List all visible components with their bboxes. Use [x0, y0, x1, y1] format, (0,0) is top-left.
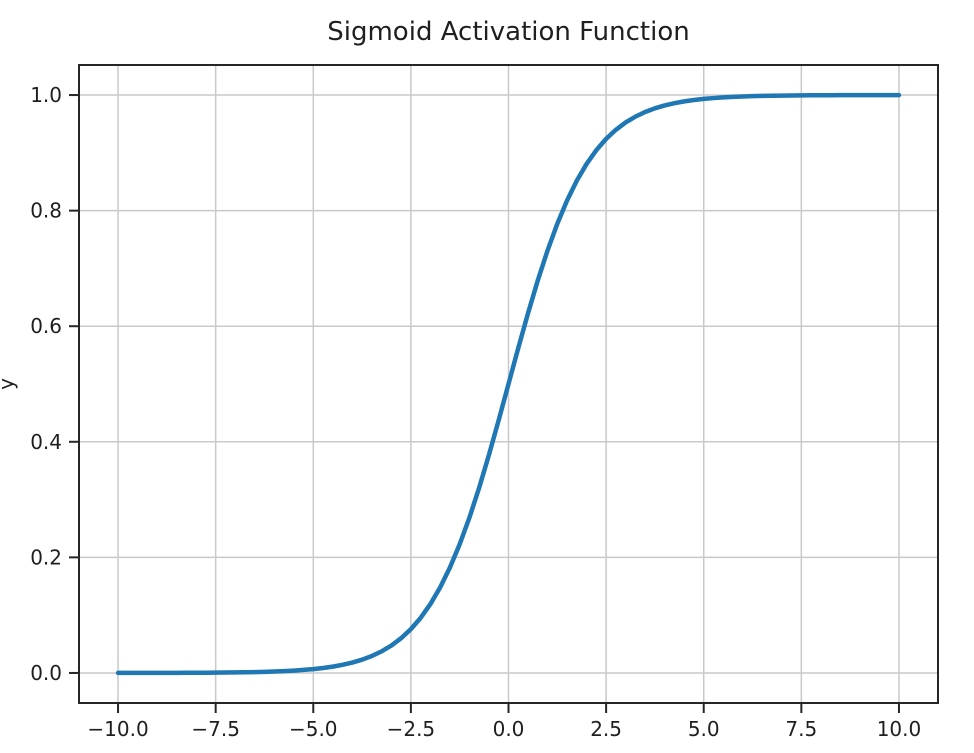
y-tick-label: 0.8 [30, 199, 62, 223]
x-tick-label: 5.0 [688, 717, 720, 741]
x-tick-label: −5.0 [289, 717, 338, 741]
x-tick-label: −7.5 [191, 717, 240, 741]
x-tick-label: 10.0 [877, 717, 922, 741]
chart-title: Sigmoid Activation Function [327, 17, 690, 47]
y-tick-label: 0.4 [30, 430, 62, 454]
x-tick-label: −2.5 [387, 717, 436, 741]
y-tick-label: 1.0 [30, 83, 62, 107]
y-tick-label: 0.6 [30, 314, 62, 338]
x-tick-label: 7.5 [785, 717, 817, 741]
plot-frame [78, 64, 939, 704]
x-tick-label: 0.0 [493, 717, 525, 741]
y-tick-label: 0.0 [30, 661, 62, 685]
x-tick-label: 2.5 [590, 717, 622, 741]
sigmoid-curve [115, 92, 902, 676]
x-tick-label: −10.0 [87, 717, 148, 741]
y-tick-label: 0.2 [30, 545, 62, 569]
